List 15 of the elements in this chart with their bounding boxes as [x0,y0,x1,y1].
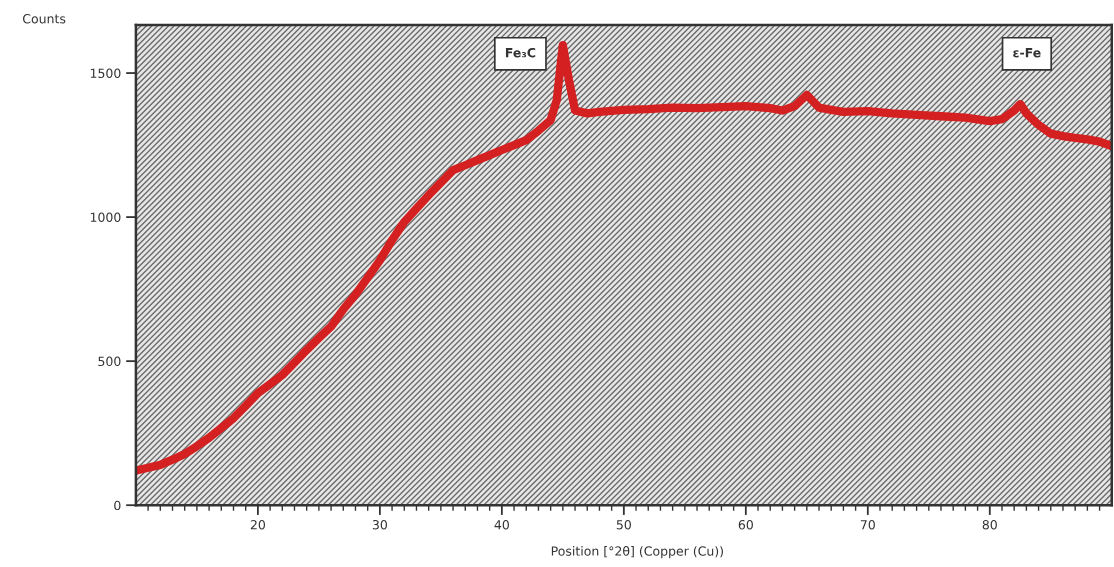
annotation: ε-Fe [1013,48,1041,58]
x-axis-title: Position [°2θ] (Copper (Cu)) [551,546,723,559]
y-tick-label: 500 [98,356,121,367]
x-tick-label: 40 [494,520,509,530]
x-tick-label: 30 [372,520,387,530]
x-tick-label: 70 [860,520,875,530]
x-tick-label: 80 [982,520,997,530]
y-tick-label: 0 [114,500,121,511]
y-tick-label: 1500 [90,68,121,78]
y-tick-label: 1000 [90,212,121,223]
annotation: Fe₃C [505,47,536,58]
y-axis-title: Counts [22,14,66,24]
x-tick-label: 50 [616,520,631,530]
x-tick-label: 60 [738,520,753,530]
x-tick-label: 20 [250,520,266,530]
